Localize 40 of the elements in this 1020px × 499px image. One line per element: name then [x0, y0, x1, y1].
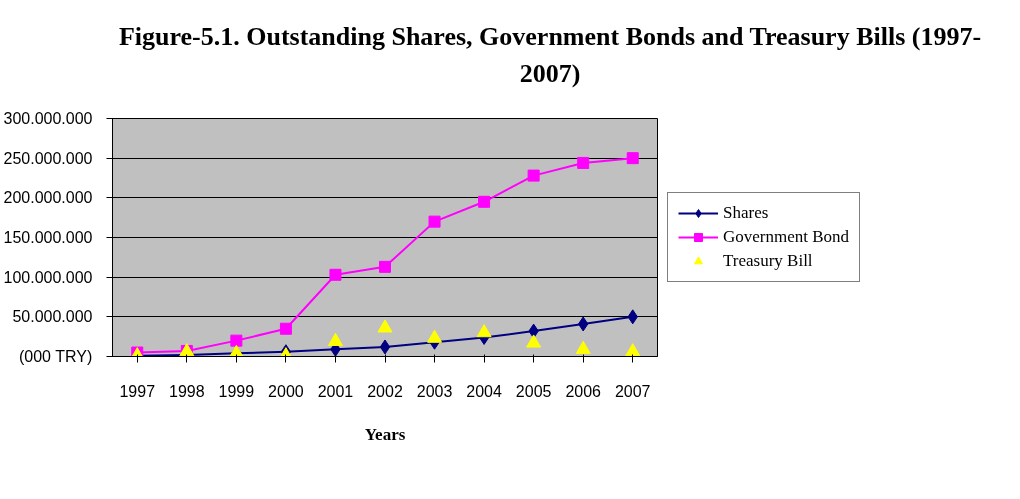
y-tick-label: 200.000.000: [3, 189, 93, 207]
point: [377, 319, 393, 333]
legend-label: Treasury Bill: [723, 251, 813, 271]
y-tick-label: 150.000.000: [3, 229, 93, 246]
x-tick-label: 1999: [218, 382, 255, 400]
point: [279, 322, 292, 335]
point: [526, 334, 542, 348]
legend-label: Government Bond: [723, 227, 850, 247]
point: [577, 156, 590, 169]
point: [379, 260, 391, 273]
x-tick-label: 1998: [169, 382, 205, 400]
x-tick-label: 2003: [416, 382, 453, 400]
x-tick-label: 2007: [614, 382, 651, 400]
point: [329, 268, 342, 281]
y-tick-label: 50.000.000: [12, 308, 93, 326]
point: [625, 343, 641, 357]
x-axis-title: Years: [364, 424, 406, 444]
x-tick-label: 2000: [268, 382, 304, 400]
y-tick-label: 300.000.000: [3, 110, 93, 127]
point: [478, 195, 491, 208]
point: [379, 339, 391, 355]
point: [327, 332, 343, 346]
point: [230, 334, 243, 347]
y-tick-label: (000 TRY): [18, 348, 93, 365]
point: [626, 152, 639, 165]
chart-title: Figure-5.1. Outstanding Shares, Government Bonds and Treasury Bills (1997-2007): [117, 21, 983, 91]
point: [476, 324, 492, 338]
legend-label: Shares: [723, 203, 769, 223]
point: [428, 215, 441, 228]
x-tick-label: 2002: [367, 382, 403, 400]
point: [427, 329, 443, 343]
x-tick-label: 2001: [317, 382, 354, 400]
point: [527, 169, 540, 182]
x-tick-label: 2005: [515, 382, 552, 400]
y-tick-label: 100.000.000: [3, 268, 93, 286]
x-tick-label: 1997: [119, 382, 156, 400]
point: [575, 340, 591, 354]
y-tick-label: 250.000.000: [3, 149, 93, 167]
x-tick-label: 2004: [466, 382, 502, 400]
x-tick-label: 2006: [565, 382, 602, 400]
